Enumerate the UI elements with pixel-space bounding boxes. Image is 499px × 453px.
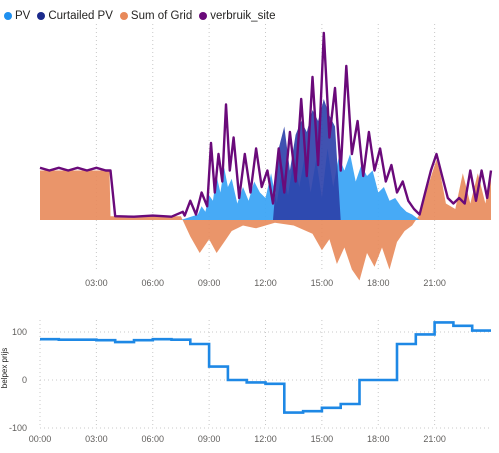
legend-label-pv: PV [15, 10, 31, 22]
legend-item-curtailed-pv[interactable]: Curtailed PV [37, 10, 113, 22]
top-x-tick-label: 18:00 [367, 278, 390, 288]
bottom-y-tick-label: 0 [22, 375, 27, 385]
top-x-tick-label: 09:00 [198, 278, 221, 288]
legend-marker-pv [4, 12, 12, 20]
bottom-y-tick-label: -100 [9, 423, 27, 433]
legend-label-curtailed-pv: Curtailed PV [48, 10, 113, 22]
series-line-verbruik-site[interactable] [39, 31, 493, 218]
bottom-x-tick-label: 00:00 [29, 434, 52, 444]
legend-label-verbruik-site: verbruik_site [210, 10, 276, 22]
legend-label-sum-of-grid: Sum of Grid [130, 10, 193, 22]
legend-marker-sum-of-grid [119, 12, 128, 20]
series-line-belpex-prijs[interactable] [40, 321, 491, 414]
bottom-x-tick-label: 12:00 [254, 434, 277, 444]
bottom-x-tick-label: 06:00 [141, 434, 164, 444]
legend-item-pv[interactable]: PV [4, 10, 30, 22]
top-x-tick-label: 06:00 [141, 278, 164, 288]
bottom-y-axis: 100 0 -100 [9, 327, 27, 433]
series-area-pv[interactable] [40, 148, 491, 221]
bottom-x-tick-label: 21:00 [423, 434, 446, 444]
bottom-y-tick-label: 100 [12, 327, 27, 337]
top-x-tick-label: 03:00 [85, 278, 108, 288]
legend: PV Curtailed PV Sum of Grid verbruik_sit… [4, 8, 282, 24]
top-series-layer [39, 31, 493, 281]
top-x-tick-label: 12:00 [254, 278, 277, 288]
belpex-price-chart: belpex prijs 100 0 -100 00:00 03:00 06:00 09:… [0, 320, 491, 444]
bottom-x-tick-label: 09:00 [198, 434, 221, 444]
bottom-x-tick-label: 18:00 [367, 434, 390, 444]
legend-marker-verbruik-site [199, 12, 208, 20]
top-x-tick-label: 15:00 [311, 278, 334, 288]
top-x-tick-label: 21:00 [423, 278, 446, 288]
legend-marker-curtailed-pv [37, 12, 46, 20]
bottom-gridlines [39, 320, 491, 429]
bottom-x-tick-label: 15:00 [311, 434, 334, 444]
bottom-x-tick-label: 03:00 [85, 434, 108, 444]
energy-area-chart: 03:00 06:00 09:00 12:00 15:00 18:00 21:00 [39, 24, 493, 288]
legend-item-sum-of-grid[interactable]: Sum of Grid [119, 10, 193, 22]
legend-item-verbruik-site[interactable]: verbruik_site [199, 10, 275, 22]
bottom-x-axis: 00:00 03:00 06:00 09:00 12:00 15:00 18:00 21:00 [29, 434, 446, 444]
y-axis-title: belpex prijs [0, 348, 9, 388]
top-x-axis: 03:00 06:00 09:00 12:00 15:00 18:00 21:00 [85, 278, 446, 288]
